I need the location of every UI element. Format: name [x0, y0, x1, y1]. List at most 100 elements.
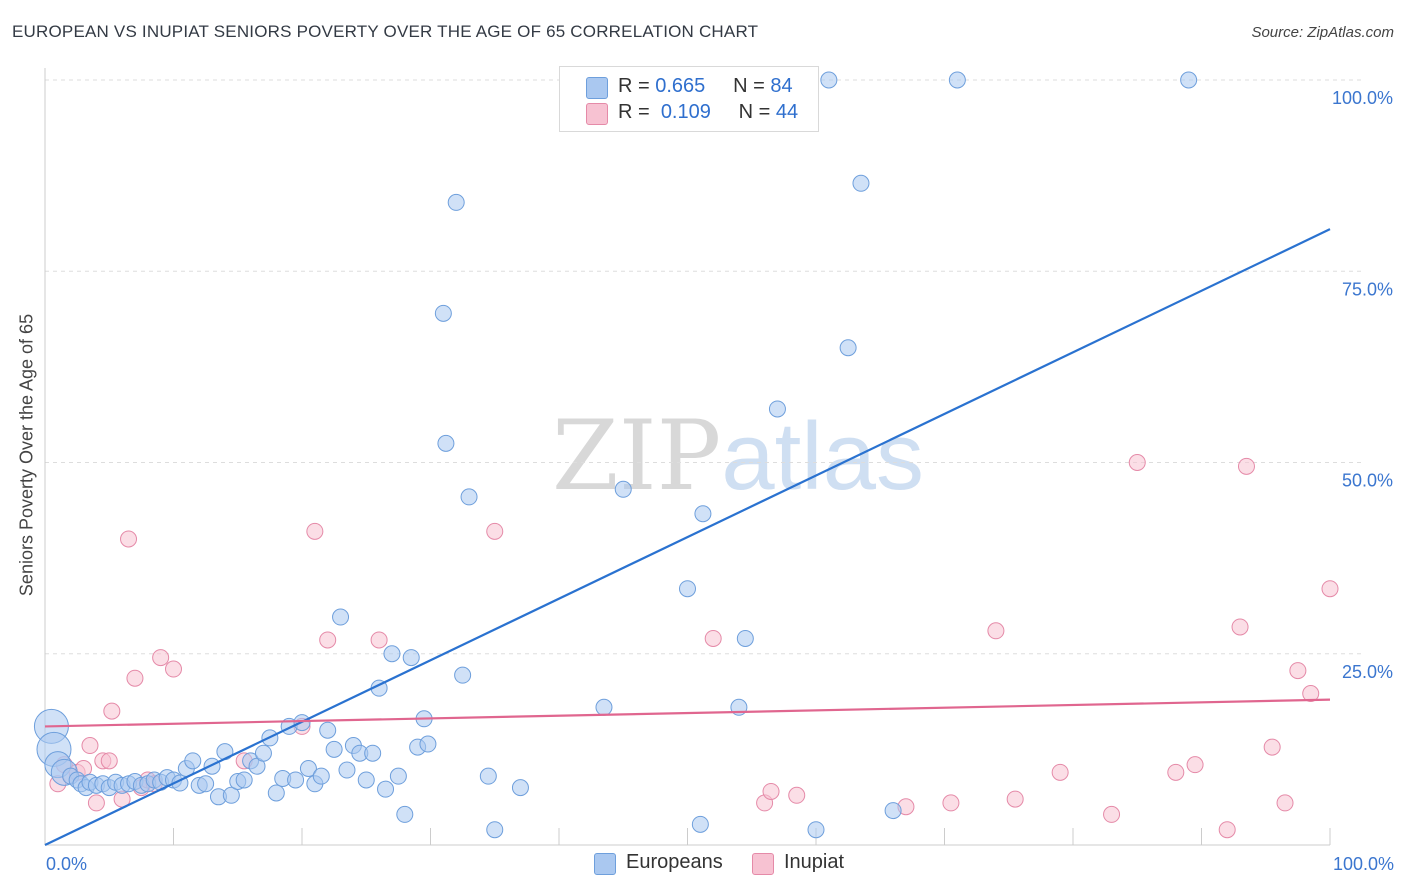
- trend-lines: [44, 228, 1331, 846]
- inupiat-point: [942, 794, 960, 812]
- european-point: [299, 760, 317, 777]
- inupiat-points: [49, 454, 1339, 839]
- legend-r-label: R =: [618, 75, 650, 97]
- european-point: [479, 767, 497, 785]
- inupiat-point: [1237, 457, 1255, 475]
- european-point: [694, 505, 712, 523]
- inupiat-point: [1128, 454, 1146, 471]
- inupiat-point: [87, 794, 105, 812]
- tick-labels: 25.0% 50.0% 75.0% 100.0% 0.0% 100.0%: [46, 88, 1394, 874]
- legend-n-value-europeans: 84: [770, 75, 793, 97]
- source-credit: Source: ZipAtlas.com: [1251, 24, 1394, 41]
- european-point: [419, 735, 437, 753]
- european-point: [460, 488, 478, 506]
- y-tick-label: 75.0%: [1342, 279, 1393, 299]
- inupiat-point: [126, 669, 144, 687]
- inupiat-point: [152, 649, 170, 667]
- european-point: [396, 805, 414, 823]
- y-axis-label: Seniors Poverty Over the Age of 65: [16, 313, 37, 597]
- european-point: [332, 608, 350, 626]
- inupiat-point: [1051, 763, 1069, 781]
- inupiat-point: [1263, 738, 1281, 756]
- legend-r-value-inupiat: 0.109: [660, 101, 711, 123]
- inupiat-point: [81, 737, 99, 755]
- inupiat-swatch: [752, 853, 774, 875]
- european-point: [197, 775, 215, 793]
- inupiat-point: [704, 629, 722, 647]
- inupiat-point: [1231, 618, 1249, 636]
- european-point: [884, 802, 902, 820]
- inupiat-point: [1289, 662, 1307, 680]
- european-point: [383, 645, 401, 663]
- european-point: [614, 480, 632, 498]
- inupiat-point: [120, 530, 138, 548]
- inupiat-point: [1276, 794, 1294, 812]
- y-tick-label: 50.0%: [1342, 471, 1393, 491]
- european-point: [312, 767, 330, 785]
- inupiat-point: [370, 631, 388, 649]
- european-point: [736, 629, 754, 647]
- inupiat-point: [319, 631, 337, 649]
- european-point: [595, 698, 613, 716]
- inupiat-point: [486, 522, 504, 540]
- inupiat-label: Inupiat: [784, 851, 845, 873]
- y-tick-label: 100.0%: [1332, 88, 1393, 108]
- inupiat-point: [100, 752, 118, 770]
- europeans-trend-line: [44, 228, 1331, 846]
- inupiat-point: [1167, 763, 1185, 781]
- legend-n-label: N =: [733, 75, 765, 97]
- european-point: [691, 815, 709, 833]
- european-point: [325, 740, 343, 758]
- european-point: [948, 71, 966, 89]
- inupiat-point: [1321, 580, 1339, 598]
- european-point: [389, 767, 407, 785]
- inupiat-point: [1186, 756, 1204, 774]
- inupiat-trend-line: [44, 698, 1331, 728]
- inupiat-point: [1302, 685, 1320, 703]
- inupiat-point: [165, 660, 182, 678]
- european-point: [319, 721, 337, 739]
- european-point: [338, 761, 356, 779]
- grid-lines: [45, 79, 1365, 655]
- european-point: [768, 400, 786, 418]
- inupiat-point: [987, 622, 1005, 640]
- european-point: [820, 71, 838, 89]
- european-point: [235, 771, 253, 789]
- x-tick-label-min: 0.0%: [46, 854, 87, 874]
- chart-title: EUROPEAN VS INUPIAT SENIORS POVERTY OVER…: [12, 22, 759, 41]
- inupiat-point: [1218, 821, 1236, 839]
- european-point: [357, 771, 375, 789]
- legend-swatch-europeans: [586, 77, 608, 99]
- european-point: [364, 744, 382, 762]
- x-tick-label-max: 100.0%: [1333, 854, 1394, 874]
- european-point: [447, 193, 465, 211]
- european-point: [839, 339, 857, 357]
- inupiat-point: [788, 786, 806, 804]
- inupiat-point: [103, 702, 121, 720]
- european-point: [486, 821, 504, 839]
- european-point: [1180, 71, 1198, 89]
- inupiat-point: [1006, 790, 1024, 808]
- legend-n-value-inupiat: 44: [775, 101, 799, 123]
- europeans-swatch: [594, 853, 616, 875]
- inupiat-point: [306, 522, 324, 540]
- european-point: [852, 174, 870, 192]
- european-point: [267, 784, 285, 802]
- legend-n-label: N =: [738, 101, 771, 123]
- european-point: [454, 666, 472, 684]
- european-point: [434, 304, 452, 322]
- legend-r-value-europeans: 0.665: [655, 75, 706, 97]
- european-point: [203, 757, 221, 775]
- european-point: [679, 580, 696, 598]
- european-point: [222, 786, 240, 804]
- european-points: [33, 71, 1198, 839]
- legend-r-label: R =: [618, 101, 650, 123]
- european-point: [184, 752, 202, 770]
- european-point: [437, 434, 455, 452]
- legend-swatch-inupiat: [586, 103, 608, 125]
- european-point: [377, 780, 395, 798]
- correlation-legend: R = 0.665 N = 84 R = 0.109 N = 44: [559, 66, 819, 132]
- europeans-label: Europeans: [626, 851, 723, 873]
- inupiat-point: [1103, 805, 1121, 823]
